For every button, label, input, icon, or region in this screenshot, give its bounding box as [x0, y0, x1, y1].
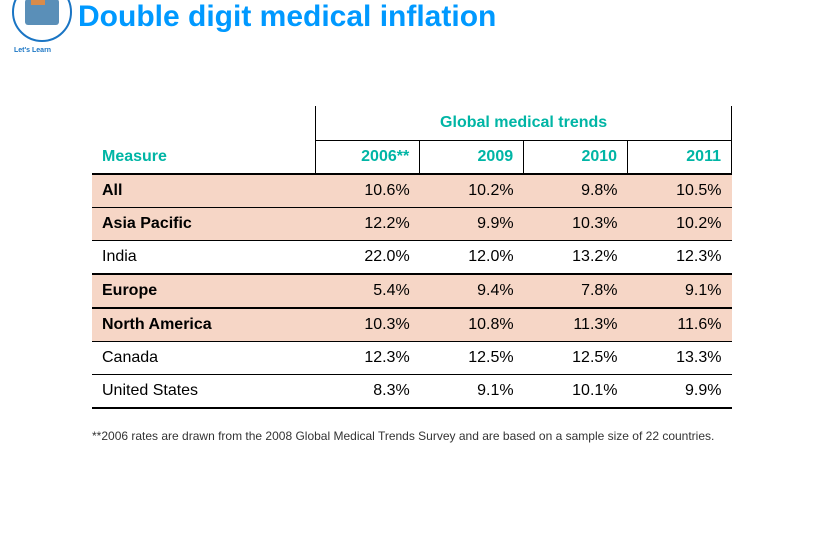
row-value: 10.8% [420, 308, 524, 342]
row-value: 12.2% [316, 208, 420, 241]
table-row: North America10.3%10.8%11.3%11.6% [92, 308, 732, 342]
table-body: All10.6%10.2%9.8%10.5%Asia Pacific12.2%9… [92, 174, 732, 408]
footnote: **2006 rates are drawn from the 2008 Glo… [52, 429, 772, 443]
year-header: 2011 [628, 141, 732, 175]
table-spanner-row: Global medical trends [92, 106, 732, 141]
row-value: 8.3% [316, 375, 420, 409]
row-value: 11.3% [524, 308, 628, 342]
page-title: Double digit medical inflation [78, 0, 496, 33]
row-label: India [92, 241, 316, 275]
year-header: 2006** [316, 141, 420, 175]
row-value: 10.2% [628, 208, 732, 241]
year-header: 2009 [420, 141, 524, 175]
table-column-headers: Measure 2006** 2009 2010 2011 [92, 141, 732, 175]
row-value: 5.4% [316, 274, 420, 308]
medical-trends-table: Global medical trends Measure 2006** 200… [92, 106, 732, 409]
row-value: 10.5% [628, 174, 732, 208]
row-label: North America [92, 308, 316, 342]
row-value: 9.9% [628, 375, 732, 409]
row-value: 9.9% [420, 208, 524, 241]
row-value: 11.6% [628, 308, 732, 342]
row-value: 12.3% [628, 241, 732, 275]
row-value: 22.0% [316, 241, 420, 275]
row-value: 10.2% [420, 174, 524, 208]
row-value: 12.0% [420, 241, 524, 275]
row-value: 12.5% [524, 342, 628, 375]
row-value: 9.8% [524, 174, 628, 208]
row-value: 12.3% [316, 342, 420, 375]
row-value: 9.4% [420, 274, 524, 308]
row-value: 10.3% [316, 308, 420, 342]
table-row: United States8.3%9.1%10.1%9.9% [92, 375, 732, 409]
row-value: 10.1% [524, 375, 628, 409]
year-header: 2010 [524, 141, 628, 175]
row-label: United States [92, 375, 316, 409]
table-row: All10.6%10.2%9.8%10.5% [92, 174, 732, 208]
row-value: 13.3% [628, 342, 732, 375]
logo-circle-icon [12, 0, 72, 42]
table-row: Europe5.4%9.4%7.8%9.1% [92, 274, 732, 308]
spanner-header: Global medical trends [316, 106, 732, 141]
row-label: All [92, 174, 316, 208]
table-row: Canada12.3%12.5%12.5%13.3% [92, 342, 732, 375]
table-row: India22.0%12.0%13.2%12.3% [92, 241, 732, 275]
row-value: 10.3% [524, 208, 628, 241]
row-value: 12.5% [420, 342, 524, 375]
row-value: 10.6% [316, 174, 420, 208]
row-label: Europe [92, 274, 316, 308]
table-row: Asia Pacific12.2%9.9%10.3%10.2% [92, 208, 732, 241]
data-table-wrap: Global medical trends Measure 2006** 200… [92, 106, 732, 409]
logo: Let's Learn [8, 0, 78, 50]
row-value: 13.2% [524, 241, 628, 275]
row-value: 9.1% [420, 375, 524, 409]
measure-header: Measure [92, 141, 316, 175]
logo-text: Let's Learn [14, 47, 51, 54]
header: Let's Learn Double digit medical inflati… [0, 0, 824, 50]
row-label: Asia Pacific [92, 208, 316, 241]
row-label: Canada [92, 342, 316, 375]
row-value: 9.1% [628, 274, 732, 308]
row-value: 7.8% [524, 274, 628, 308]
